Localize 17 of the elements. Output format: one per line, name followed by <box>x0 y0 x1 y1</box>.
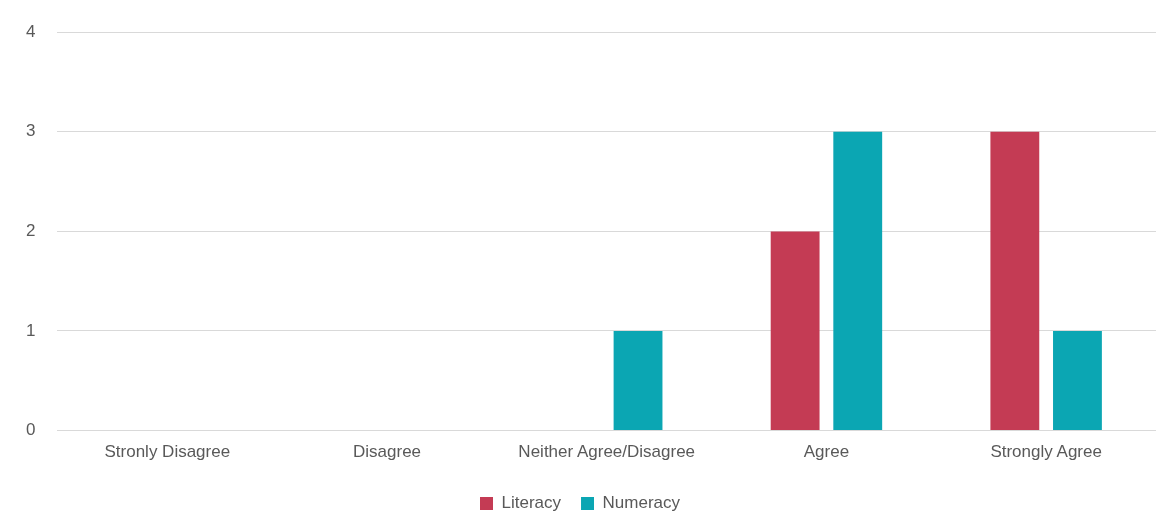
bar <box>1053 331 1102 431</box>
x-tick-label: Disagree <box>352 442 422 462</box>
x-tick-label: Strongly Agree <box>990 442 1102 462</box>
y-tick-label: 2 <box>25 221 36 241</box>
bar <box>990 131 1040 431</box>
legend-label: Numeracy <box>602 493 681 513</box>
y-tick-label: 3 <box>25 121 36 141</box>
x-tick-label: Agree <box>803 442 850 462</box>
y-tick-label: 0 <box>25 420 36 440</box>
x-tick-label: Stronly Disagree <box>104 442 231 462</box>
y-tick-label: 1 <box>25 320 36 340</box>
legend-label: Literacy <box>501 493 562 513</box>
bar <box>613 331 663 431</box>
bar <box>833 131 883 431</box>
bar <box>770 231 820 431</box>
x-tick-label: Neither Agree/Disagree <box>518 442 696 462</box>
y-tick-label: 4 <box>25 21 36 41</box>
